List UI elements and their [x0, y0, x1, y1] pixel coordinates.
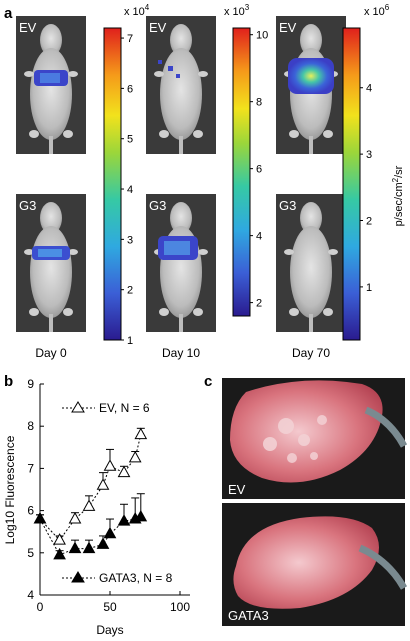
data-point-0 — [134, 427, 148, 440]
x-tick-label: 50 — [103, 600, 117, 614]
x-tick-label: 0 — [37, 600, 44, 614]
colorbar-tick-label: 1 — [127, 335, 133, 347]
data-point-1 — [33, 512, 47, 524]
row-label-ev: EV — [149, 20, 167, 35]
legend-ev-text: EV, N = 6 — [99, 401, 150, 415]
colorbar-tick-label: 5 — [127, 134, 133, 146]
data-point-1 — [134, 509, 148, 522]
data-point-1 — [117, 514, 131, 526]
colorbar-tick-label: 3 — [127, 234, 133, 246]
colorbar-tick-label: 4 — [256, 231, 262, 243]
legend-gata3: GATA3, N = 8 — [62, 571, 173, 585]
lung-image-ev: EV — [222, 378, 408, 499]
y-tick-label: 5 — [27, 546, 34, 560]
colorbar-tick-label: 2 — [366, 216, 372, 228]
y-tick-label: 6 — [27, 504, 34, 518]
x-axis-label: Days — [96, 623, 123, 637]
colorbar-day0 — [103, 27, 122, 341]
colorbar-scale-day0: x 104 — [124, 3, 150, 18]
panel-a-label: a — [4, 5, 13, 22]
panel-b-label: b — [4, 373, 13, 390]
lung-label-ev: EV — [228, 482, 246, 497]
panel-c: EV GATA3 — [222, 378, 408, 626]
colorbar-units-label: p/sec/cm2/sr — [391, 165, 405, 226]
colorbar-scale-day70: x 106 — [364, 3, 390, 18]
colorbar-day70 — [342, 27, 361, 341]
colorbar-tick-label: 1 — [366, 282, 372, 294]
data-point-1 — [82, 541, 96, 554]
data-point-1 — [103, 526, 117, 539]
y-axis-label: Log10 Fluorescence — [3, 435, 17, 544]
panel-c-label: c — [204, 373, 212, 390]
data-point-0 — [68, 512, 82, 524]
mouse-image-g3-day70: G3 — [276, 194, 346, 332]
x-tick-label: 100 — [170, 600, 190, 614]
row-label-g3: G3 — [149, 198, 166, 213]
data-point-0 — [128, 450, 142, 463]
colorbar-tick-label: 4 — [127, 184, 133, 196]
data-point-0 — [82, 499, 96, 511]
colorbar-tick-label: 7 — [127, 33, 133, 45]
data-point-0 — [117, 465, 131, 478]
mouse-image-ev-day70: EV — [276, 16, 346, 154]
row-label-ev: EV — [19, 20, 37, 35]
colorbar-tick-label: 10 — [256, 30, 268, 42]
colorbar-tick-label: 2 — [256, 298, 262, 310]
row-label-g3: G3 — [19, 198, 36, 213]
data-point-0 — [103, 459, 117, 471]
y-tick-label: 7 — [27, 461, 34, 475]
day-label-10: Day 10 — [162, 346, 200, 360]
colorbar-tick-label: 3 — [366, 149, 372, 161]
colorbar-scale-day10: x 103 — [224, 3, 250, 18]
legend-ev: EV, N = 6 — [62, 401, 150, 415]
series-line-0 — [39, 434, 142, 541]
data-point-0 — [96, 478, 110, 490]
colorbar-day10 — [232, 27, 251, 317]
day-label-70: Day 70 — [292, 346, 330, 360]
day-label-0: Day 0 — [35, 346, 67, 360]
lung-image-gata3: GATA3 — [222, 503, 408, 626]
colorbar-tick-label: 6 — [256, 164, 262, 176]
row-label-g3: G3 — [279, 198, 296, 213]
y-tick-label: 8 — [27, 419, 34, 433]
mouse-image-ev-day10: EV — [146, 16, 216, 154]
row-label-ev: EV — [279, 20, 297, 35]
colorbar-tick-label: 8 — [256, 97, 262, 109]
data-point-1 — [68, 541, 82, 554]
colorbar-tick-label: 6 — [127, 83, 133, 95]
line-chart: 4 5 6 7 8 9 0 50 100 Log10 Fluorescence Days EV,… — [3, 377, 190, 637]
mouse-image-g3-day10: G3 — [146, 194, 216, 332]
panel-a: EV G3 EV G3 EV G3 — [16, 3, 405, 360]
y-tick-label: 4 — [27, 588, 34, 602]
lung-label-gata3: GATA3 — [228, 608, 269, 623]
y-tick-label: 9 — [27, 377, 34, 391]
data-point-0 — [53, 533, 66, 545]
data-point-1 — [96, 537, 110, 549]
data-point-1 — [53, 547, 66, 560]
mouse-image-ev-day0: EV — [16, 16, 86, 154]
mouse-image-g3-day0: G3 — [16, 194, 86, 332]
colorbar-tick-label: 4 — [366, 83, 372, 95]
colorbar-tick-label: 2 — [127, 285, 133, 297]
legend-gata3-text: GATA3, N = 8 — [99, 571, 173, 585]
